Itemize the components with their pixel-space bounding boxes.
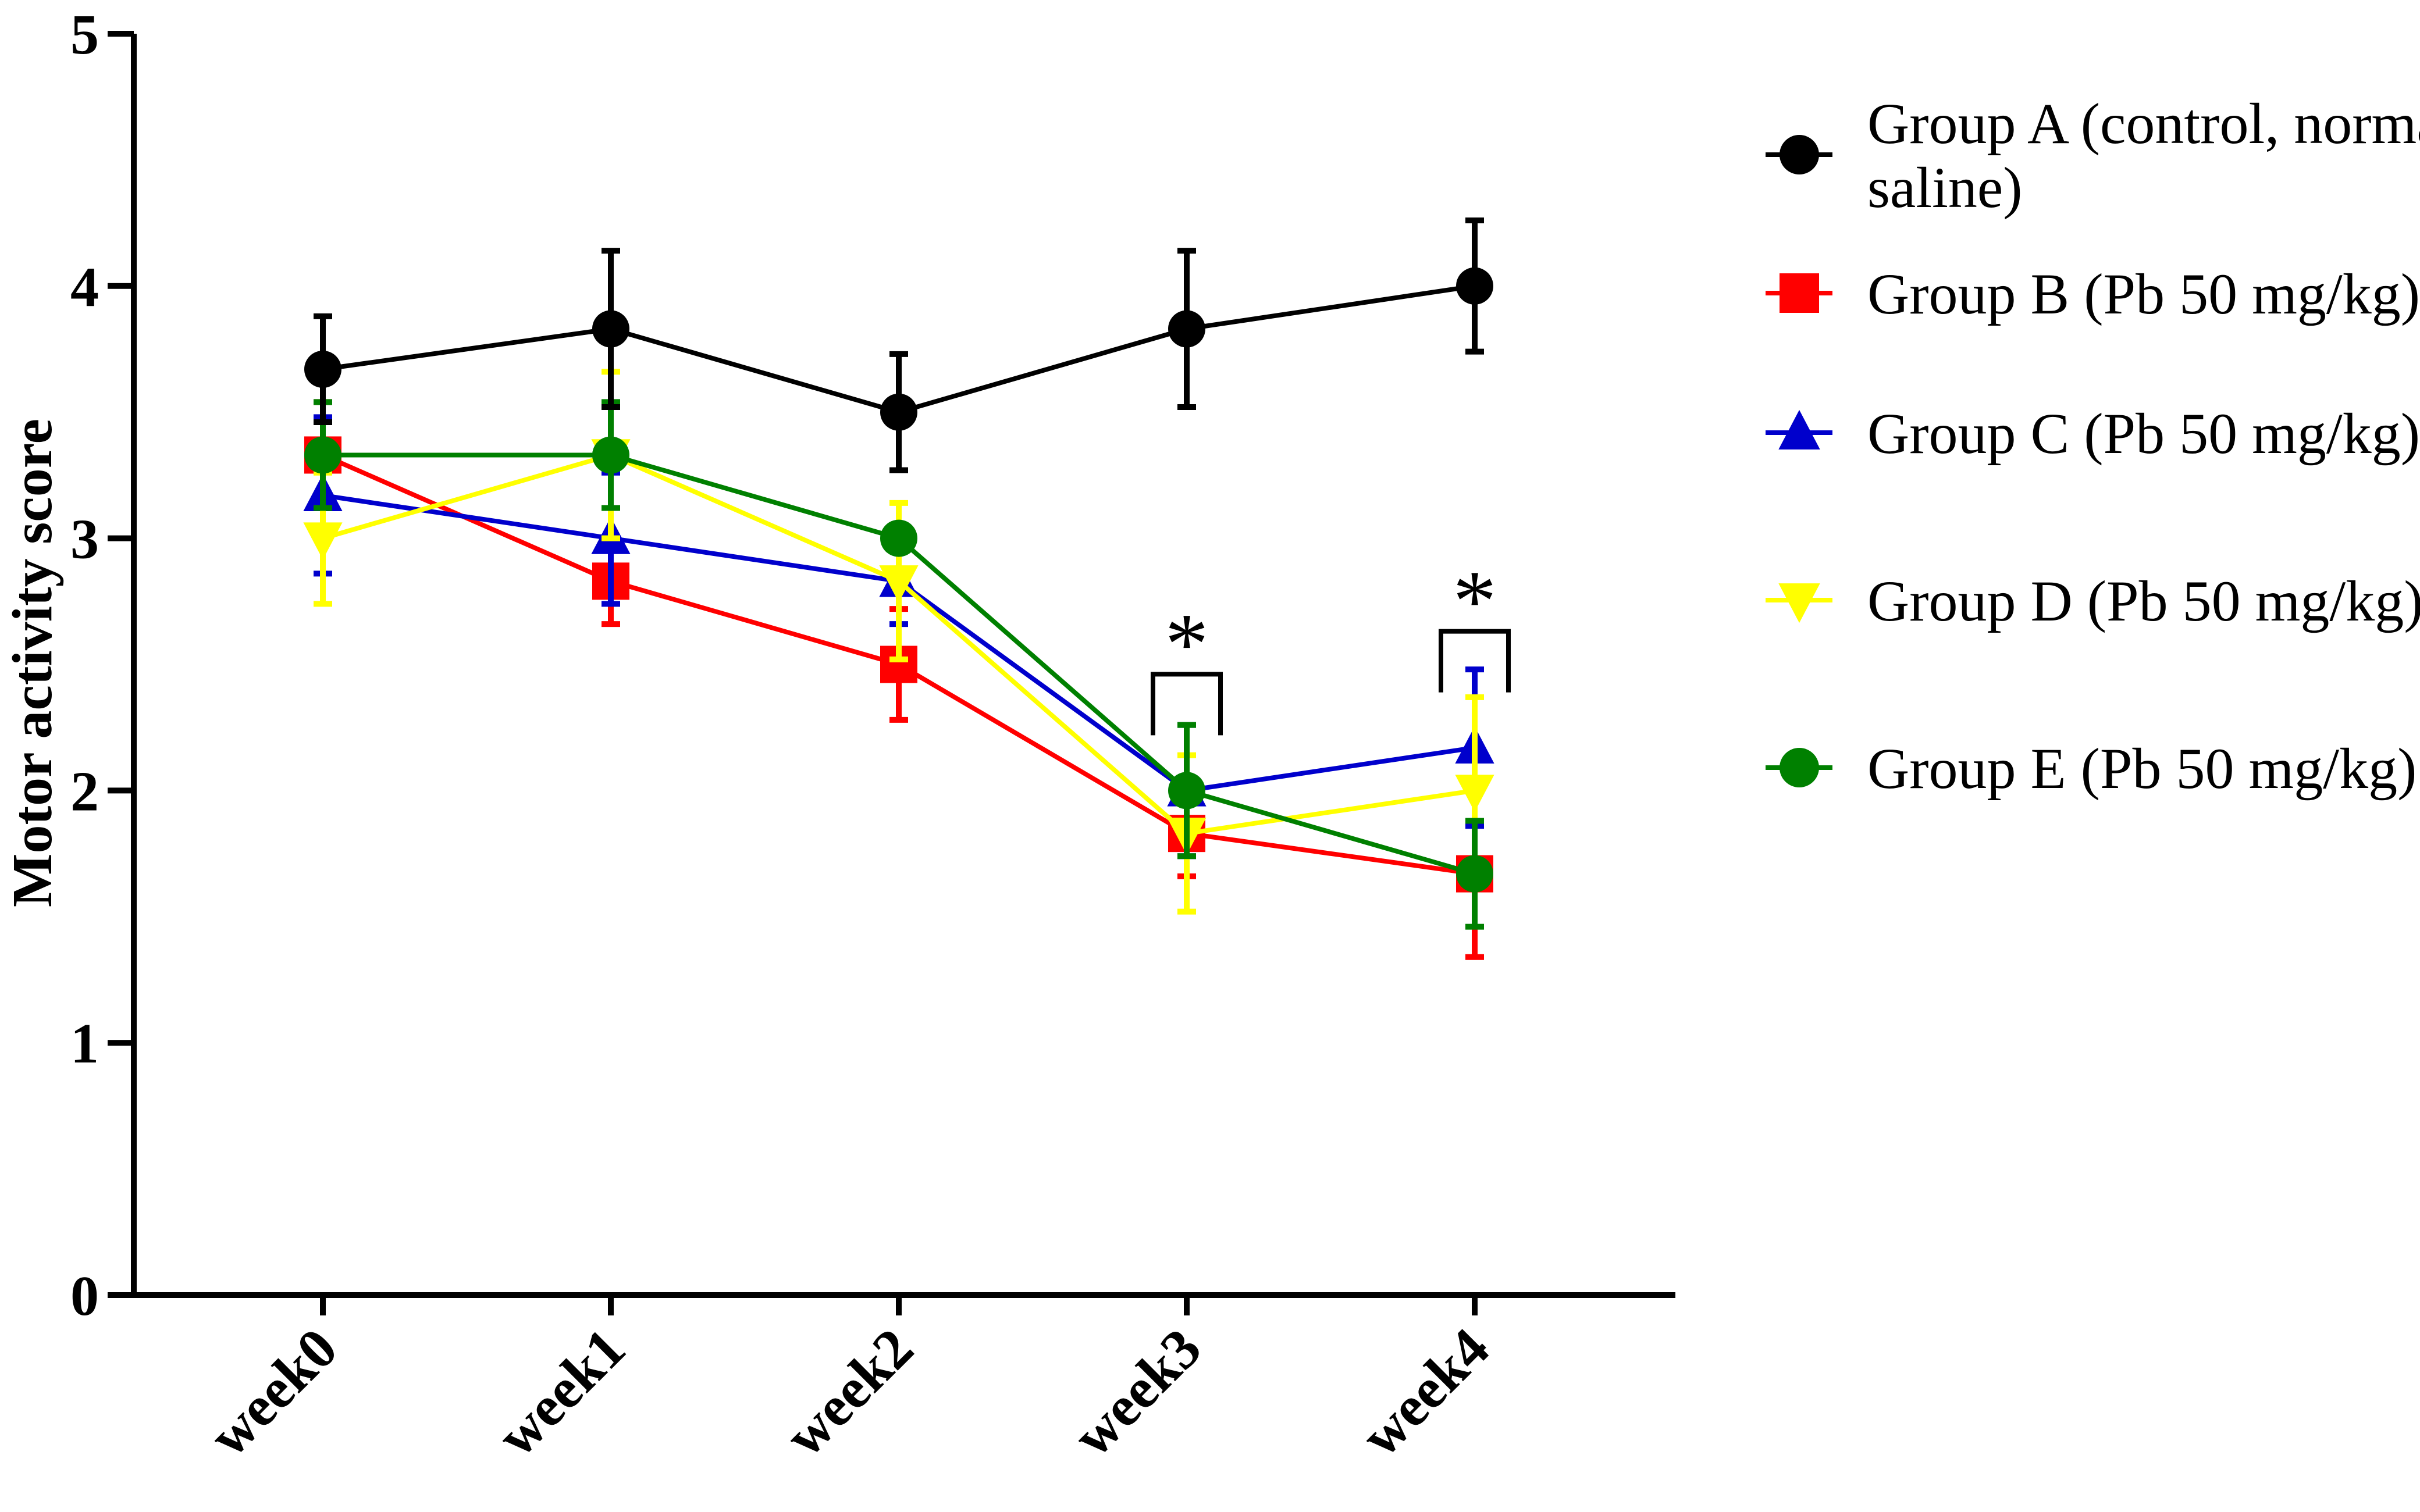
- y-tick-label: 1: [70, 1012, 99, 1075]
- data-point-week0: [303, 522, 343, 560]
- data-point-week1: [592, 310, 629, 348]
- data-point-week4: [1456, 267, 1493, 305]
- legend-item-c: Group C (Pb 50 mg/kg): [1766, 401, 2420, 466]
- x-tick-label-week0: week0: [197, 1317, 349, 1468]
- data-point-week0: [304, 436, 341, 474]
- data-point-week2: [880, 519, 917, 557]
- y-axis-label: Motor activity score: [1, 419, 64, 907]
- y-tick-label: 0: [70, 1265, 99, 1328]
- significance-bracket-week4: *: [1439, 553, 1511, 693]
- data-point-week2: [880, 393, 917, 431]
- data-point-week3: [1168, 310, 1205, 348]
- legend-label: Group E (Pb 50 mg/kg): [1867, 736, 2417, 801]
- significance-bracket-week3: *: [1151, 595, 1223, 736]
- legend-label: Group B (Pb 50 mg/kg): [1867, 262, 2420, 326]
- y-ticks: 0 1 2 3 4 5: [70, 3, 134, 1328]
- data-point-week1: [592, 436, 629, 474]
- y-tick-label: 2: [70, 760, 99, 823]
- data-point-week0: [304, 350, 341, 388]
- bracket-line: [1439, 629, 1511, 693]
- bracket-line: [1151, 672, 1223, 736]
- legend-label: Group C (Pb 50 mg/kg): [1867, 401, 2420, 466]
- series-a: [304, 217, 1493, 473]
- legend-marker: [1780, 135, 1819, 174]
- legend-marker: [1778, 409, 1820, 450]
- significance-annotations: * *: [1151, 553, 1511, 736]
- x-ticks: week0 week1 week2 week3 week4: [197, 1295, 1501, 1468]
- data-point-week3: [1168, 772, 1205, 810]
- legend-marker: [1780, 748, 1819, 787]
- data-point-week4: [1455, 775, 1494, 812]
- legend-label: Group A (control, normal: [1867, 91, 2420, 156]
- significance-star: *: [1165, 595, 1209, 692]
- series-e: [304, 399, 1493, 930]
- legend-item-d: Group D (Pb 50 mg/kg): [1766, 569, 2420, 633]
- x-tick-label-week1: week1: [485, 1317, 637, 1468]
- data-point-week2: [879, 565, 919, 603]
- significance-star: *: [1453, 553, 1497, 650]
- legend-label: Group D (Pb 50 mg/kg): [1867, 569, 2420, 633]
- series-group: [303, 217, 1494, 960]
- legend-marker: [1778, 583, 1820, 623]
- series-b: [304, 399, 1493, 960]
- axes: Motor activity score: [1, 34, 1675, 1298]
- legend-item-e: Group E (Pb 50 mg/kg): [1766, 736, 2417, 801]
- y-tick-label: 5: [70, 3, 99, 66]
- x-tick-label-week2: week2: [773, 1317, 925, 1468]
- x-tick-label-week4: week4: [1349, 1317, 1501, 1468]
- legend-item-b: Group B (Pb 50 mg/kg): [1766, 262, 2420, 326]
- data-point-week4: [1456, 855, 1493, 893]
- legend-marker: [1780, 273, 1819, 313]
- legend-label: saline): [1867, 155, 2023, 220]
- x-tick-label-week3: week3: [1061, 1317, 1213, 1468]
- y-tick-label: 3: [70, 508, 99, 571]
- y-tick-label: 4: [70, 256, 99, 319]
